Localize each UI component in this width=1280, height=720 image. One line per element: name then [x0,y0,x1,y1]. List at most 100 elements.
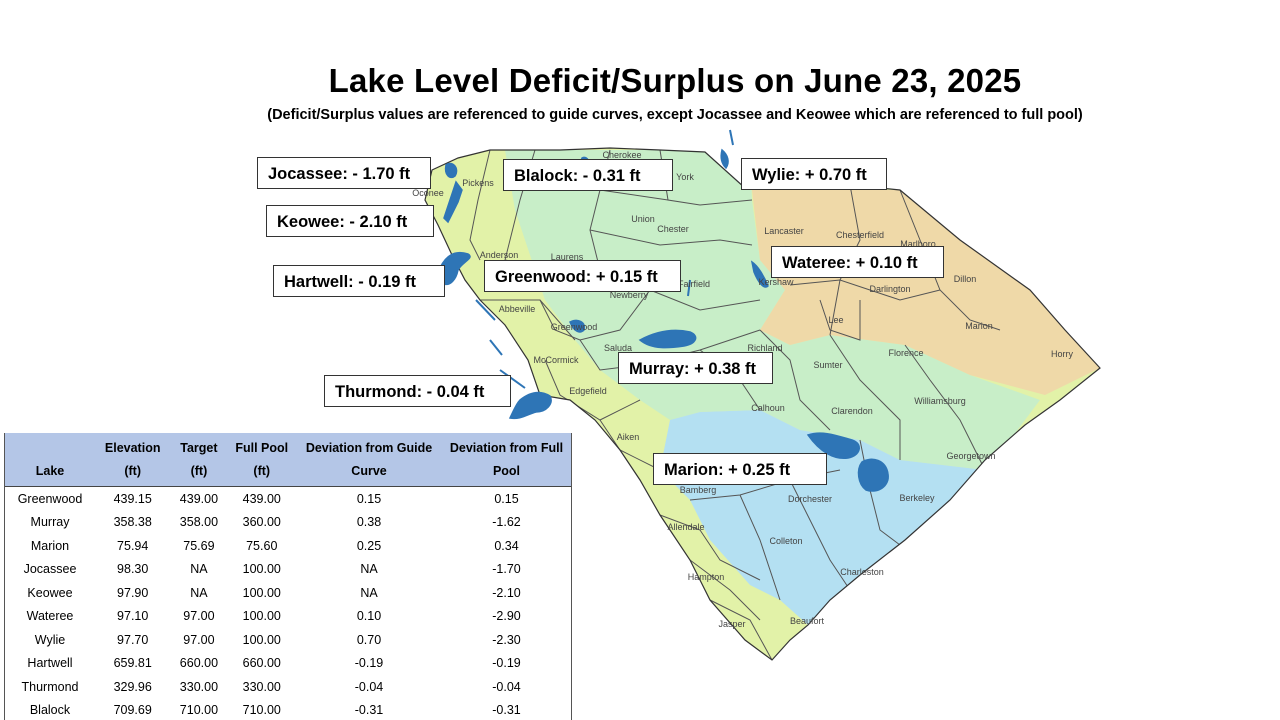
table-cell: -0.19 [492,656,521,671]
county-label-williamsburg: Williamsburg [914,396,966,406]
table-cell: -0.04 [354,679,384,694]
column-header: Elevation (ft) [95,433,171,487]
table-cell: -1.70 [492,562,521,577]
pee-dee-region [752,190,1100,395]
callout-hartwell: Hartwell: - 0.19 ft [273,265,445,297]
county-label-anderson: Anderson [480,250,519,260]
county-label-greenwood: Greenwood [551,322,598,332]
county-label-richland: Richland [747,343,782,353]
state-outline [424,147,1101,661]
table-cell: 0.15 [494,491,519,506]
table-cell: 97.00 [183,609,215,624]
county-label-marion: Marion [965,321,993,331]
table-cell: 0.34 [494,538,519,553]
table-cell: 358.00 [179,515,219,530]
county-label-horry: Horry [1051,349,1073,359]
county-label-lancaster: Lancaster [764,226,804,236]
county-label-abbeville: Abbeville [499,304,536,314]
table-cell: Thurmond [21,679,79,694]
lake-table: Lake Elevation (ft) Target (ft) Full Pool (… [5,433,571,720]
column-header: Lake [5,433,95,487]
county-label-allendale: Allendale [667,522,704,532]
river-lines [475,129,734,389]
lake-moultrie [857,458,889,492]
table-cell: 0.70 [356,632,382,647]
county-label-edgefield: Edgefield [569,386,607,396]
table-row: Keowee 97.90 NA 100.00 NA -2.10 [5,581,571,605]
table-cell: 360.00 [242,515,281,530]
table-cell: 330.00 [179,679,219,694]
county-label-union: Union [631,214,655,224]
county-label-fairfield: Fairfield [678,279,710,289]
county-label-colleton: Colleton [769,536,802,546]
table-cell: 0.25 [356,538,382,553]
table-cell: NA [190,562,208,577]
callout-wylie: Wylie: + 0.70 ft [741,158,887,190]
lake-murray [638,329,697,349]
callout-blalock: Blalock: - 0.31 ft [503,159,673,191]
table-cell: 660.00 [242,656,281,671]
county-label-laurens: Laurens [551,252,584,262]
table-cell: 0.15 [356,491,382,506]
table-row: Greenwood 439.15 439.00 439.00 0.15 0.15 [5,487,571,511]
county-label-lee: Lee [828,315,843,325]
county-label-chesterfield: Chesterfield [836,230,884,240]
table-row: Jocassee 98.30 NA 100.00 NA -1.70 [5,558,571,582]
county-label-hampton: Hampton [688,572,725,582]
table-cell: -0.31 [492,703,521,718]
table-cell: NA [360,562,378,577]
table-cell: 97.70 [117,632,149,647]
callout-jocassee: Jocassee: - 1.70 ft [257,157,431,189]
county-label-jasper: Jasper [718,619,745,629]
county-label-calhoun: Calhoun [751,403,785,413]
callout-thurmond: Thurmond: - 0.04 ft [324,375,511,407]
table-cell: 100.00 [242,609,281,624]
table-cell: -2.10 [492,585,521,600]
table-cell: Wateree [26,609,74,624]
county-label-berkeley: Berkeley [899,493,935,503]
table-cell: 100.00 [242,562,281,577]
table-cell: -0.19 [354,656,384,671]
column-header: Full Pool (ft) [227,433,297,487]
county-label-georgetown: Georgetown [946,451,995,461]
table-cell: -2.90 [492,609,521,624]
table-cell: 660.00 [179,656,219,671]
table-cell: NA [360,585,378,600]
county-label-clarendon: Clarendon [831,406,873,416]
table-row: Thurmond 329.96 330.00 330.00 -0.04 -0.04 [5,675,571,699]
table-row: Marion 75.94 75.69 75.60 0.25 0.34 [5,534,571,558]
table-row: Wateree 97.10 97.00 100.00 0.10 -2.90 [5,605,571,629]
table-cell: 75.60 [246,538,278,553]
map-title: Lake Level Deficit/Surplus on June 23, 2… [328,62,1022,99]
county-label-bamberg: Bamberg [680,485,717,495]
table-cell: Marion [30,538,70,553]
lake-keowee [443,180,463,224]
column-header: Target (ft) [170,433,228,487]
table-cell: 97.90 [117,585,149,600]
county-label-oconee: Oconee [412,188,444,198]
county-label-florence: Florence [888,348,923,358]
column-header: Deviation from Full Pool [441,433,571,487]
county-label-kershaw: Kershaw [758,277,794,287]
callout-greenwood: Greenwood: + 0.15 ft [484,260,681,292]
column-header: Deviation from Guide Curve [296,433,442,487]
callout-marion: Marion: + 0.25 ft [653,453,827,485]
table-cell: Greenwood [17,491,83,506]
table-cell: 0.10 [356,609,382,624]
table-cell: 0.38 [356,515,382,530]
table-header-row: Lake Elevation (ft) Target (ft) Full Pool (… [5,433,571,487]
county-label-aiken: Aiken [617,432,640,442]
table-cell: 98.30 [117,562,149,577]
table-cell: 75.69 [183,538,215,553]
table-cell: Wylie [34,632,66,647]
table-cell: Murray [30,515,70,530]
table-cell: 710.00 [179,703,219,718]
county-label-charleston: Charleston [840,567,884,577]
table-cell: -0.31 [354,703,384,718]
table-cell: 97.00 [183,632,215,647]
map-subtitle: (Deficit/Surplus values are referenced t… [267,107,1083,123]
county-label-dorchester: Dorchester [788,494,832,504]
callout-keowee: Keowee: - 2.10 ft [266,205,434,237]
table-cell: 710.00 [242,703,281,718]
table-row: Blalock 709.69 710.00 710.00 -0.31 -0.31 [5,699,571,720]
